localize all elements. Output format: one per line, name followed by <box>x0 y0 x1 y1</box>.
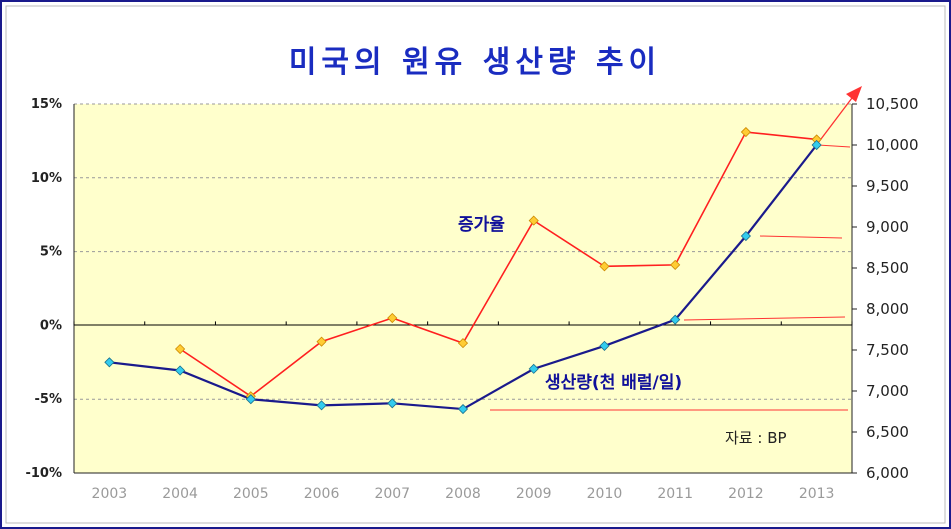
leader-line-2013 <box>817 144 851 148</box>
y-right-tick-label: 10,500 <box>866 95 919 113</box>
series-1-point <box>104 357 115 368</box>
annotation-lines <box>490 144 851 411</box>
y-right-tick-label: 7,000 <box>866 382 909 400</box>
series-0-point <box>387 312 398 324</box>
x-tick-label: 2012 <box>728 486 764 502</box>
series-1-point <box>387 398 398 409</box>
y-right-tick-label: 8,500 <box>866 259 909 277</box>
y-right-tick-label: 10,000 <box>866 136 919 154</box>
series-0-point <box>457 338 469 349</box>
series-0-point <box>528 215 539 226</box>
series-0-point <box>670 259 681 270</box>
source-label: 자료 : BP <box>725 429 787 447</box>
series-1-point <box>811 139 822 151</box>
y-right-tick-label: 8,000 <box>866 300 909 318</box>
y-left-tick-label: 15% <box>31 97 62 112</box>
series-0-point <box>599 261 610 272</box>
series-1-point <box>599 340 610 351</box>
x-tick-label: 2009 <box>516 486 552 502</box>
series-1-point <box>457 403 469 415</box>
series-0-point <box>316 336 327 347</box>
right-axis-ticks: 10,500 10,000 9,500 9,000 8,500 8,000 7,500 7,0… <box>852 95 919 482</box>
trend-arrow <box>817 93 856 144</box>
x-tick-label: 2007 <box>374 486 410 502</box>
y-right-tick-label: 6,000 <box>866 464 909 482</box>
x-tick-label: 2010 <box>587 486 623 502</box>
production-label: 생산량(천 배럴/일) <box>545 373 682 393</box>
y-right-tick-label: 6,500 <box>866 423 909 441</box>
series-1-point <box>175 365 186 376</box>
trend-arrow-head <box>846 86 862 102</box>
series-1-point <box>670 314 681 325</box>
x-axis-ticks: 2003 2004 2005 2006 2007 2008 2009 2010 2011 2012… <box>73 321 853 502</box>
plot-area <box>74 104 852 473</box>
series-1-point <box>245 394 256 405</box>
series-1-point <box>740 230 751 242</box>
y-left-tick-label: 10% <box>31 171 62 186</box>
growth-rate-label: 증가율 <box>458 215 505 235</box>
series-line-0 <box>179 131 817 398</box>
x-tick-label: 2003 <box>92 486 128 502</box>
series-layer <box>104 126 822 415</box>
x-tick-label: 2008 <box>445 486 481 502</box>
chart-title: 미국의 원유 생산량 추이 <box>289 45 661 80</box>
series-1-point <box>316 400 327 411</box>
y-left-tick-label: 5% <box>40 245 62 260</box>
y-right-tick-label: 7,500 <box>866 341 909 359</box>
y-right-tick-label: 9,500 <box>866 177 909 195</box>
y-left-tick-label: -5% <box>35 392 62 407</box>
series-0-point <box>175 343 186 355</box>
y-left-tick-label: -10% <box>25 466 62 481</box>
x-tick-label: 2005 <box>233 486 269 502</box>
y-left-tick-label: 0% <box>40 318 62 333</box>
leader-line-2012 <box>759 235 843 239</box>
x-tick-label: 2013 <box>799 486 835 502</box>
x-tick-label: 2011 <box>657 486 693 502</box>
x-tick-label: 2004 <box>162 486 198 502</box>
series-1-point <box>528 363 539 374</box>
y-right-tick-label: 9,000 <box>866 218 909 236</box>
series-0-point <box>740 126 751 138</box>
left-axis-ticks: 15% 10% 5% 0% -5% -10% <box>25 97 62 481</box>
x-tick-label: 2006 <box>304 486 340 502</box>
leader-line-2011 <box>683 316 846 321</box>
